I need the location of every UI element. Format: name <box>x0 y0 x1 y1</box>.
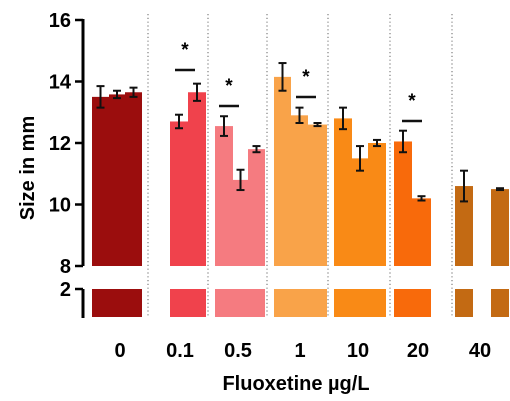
x-axis-title: Fluoxetine µg/L <box>222 373 369 395</box>
bar-0-3 <box>125 92 142 266</box>
significance-star: * <box>181 40 189 61</box>
error-bar-0.5-2 <box>236 168 245 192</box>
bar-base-0.5-1 <box>215 289 233 317</box>
bar-0-1 <box>92 96 109 266</box>
error-bar-0.1-1 <box>175 113 183 130</box>
bar-base-0.1-1 <box>170 289 188 317</box>
y-axis: 16 14 12 10 82 <box>49 10 85 318</box>
bar-1-3 <box>308 124 327 266</box>
error-bar-40-2 <box>496 187 504 192</box>
bar-base-20-1 <box>394 289 412 317</box>
significance-star: * <box>225 76 233 97</box>
bar-10-3 <box>368 143 386 266</box>
bar-base-0.5-2 <box>233 289 248 317</box>
category-label-0.1: 0.1 <box>166 340 194 362</box>
category-label-20: 20 <box>407 340 429 362</box>
bar-40-1 <box>455 186 473 266</box>
error-bar-0.5-1 <box>220 115 228 137</box>
bar-base-0-3 <box>125 289 142 317</box>
y-tick-label-10: 10 <box>49 195 71 217</box>
error-bar-0-1 <box>96 85 105 109</box>
y-tick-label-14: 14 <box>49 72 72 94</box>
error-bar-0.1-2 <box>193 82 201 102</box>
category-label-10: 10 <box>347 340 369 362</box>
category-label-0: 0 <box>114 340 125 362</box>
error-bar-0-2 <box>113 89 121 100</box>
bar-base-10-3 <box>368 289 386 317</box>
error-bar-0.5-3 <box>252 145 261 154</box>
bar-1-2 <box>291 115 308 266</box>
error-bar-10-1 <box>339 106 347 131</box>
bar-base-0-2 <box>109 289 125 317</box>
bar-base-20-2 <box>412 289 431 317</box>
bar-1-1 <box>274 76 291 266</box>
bar-0.5-3 <box>248 149 265 266</box>
group-separators <box>147 14 453 317</box>
x-axis-categories: 0 0.1 0.5 1 10 20 40 <box>114 340 491 362</box>
bar-0-2 <box>109 94 125 266</box>
significance-20: * <box>402 91 422 123</box>
bar-10-2 <box>352 158 368 266</box>
significance-star: * <box>302 67 310 88</box>
error-bar-20-1 <box>399 129 407 154</box>
bar-20-1 <box>394 141 412 266</box>
error-bar-1-1 <box>278 62 287 92</box>
bar-0.1-1 <box>170 121 188 266</box>
y-axis-title: Size in mm <box>17 116 39 220</box>
bar-0.5-1 <box>215 126 233 267</box>
category-label-40: 40 <box>469 340 491 362</box>
bar-base-1-1 <box>274 289 291 317</box>
error-bar-0-3 <box>129 86 138 98</box>
category-label-0.5: 0.5 <box>224 340 252 362</box>
significance-layer: * * * * <box>175 40 422 123</box>
error-bar-1-3 <box>313 122 322 128</box>
bar-base-10-1 <box>334 289 352 317</box>
bar-base-1-2 <box>291 289 308 317</box>
error-bar-20-2 <box>417 195 426 202</box>
bar-10-1 <box>334 118 352 267</box>
bar-base-0.1-2 <box>188 289 206 317</box>
bar-base-0-1 <box>92 289 109 317</box>
bar-40-2 <box>491 189 509 266</box>
bar-base-0.5-3 <box>248 289 265 317</box>
bar-0.5-2 <box>233 179 248 266</box>
y-tick-label-2: 2 <box>60 279 71 301</box>
error-bar-10-2 <box>356 145 364 172</box>
bar-base-40-1 <box>455 289 473 317</box>
significance-1: * <box>296 67 316 99</box>
error-bar-10-3 <box>373 138 381 148</box>
significance-star: * <box>408 91 416 112</box>
bar-0.1-2 <box>188 92 206 266</box>
bars-layer <box>92 76 509 317</box>
bar-base-1-3 <box>308 289 327 317</box>
category-label-1: 1 <box>294 340 305 362</box>
error-bar-1-2 <box>295 106 304 125</box>
y-tick-label-16: 16 <box>49 10 71 32</box>
bar-base-40-2 <box>491 289 509 317</box>
bar-base-10-2 <box>352 289 368 317</box>
y-tick-label-8: 8 <box>60 256 71 278</box>
significance-0.5: * <box>219 76 239 108</box>
bar-20-2 <box>412 198 431 266</box>
y-tick-label-12: 12 <box>49 133 71 155</box>
significance-0.1: * <box>175 40 195 72</box>
error-bars-layer <box>96 62 504 203</box>
error-bar-40-1 <box>460 169 468 203</box>
